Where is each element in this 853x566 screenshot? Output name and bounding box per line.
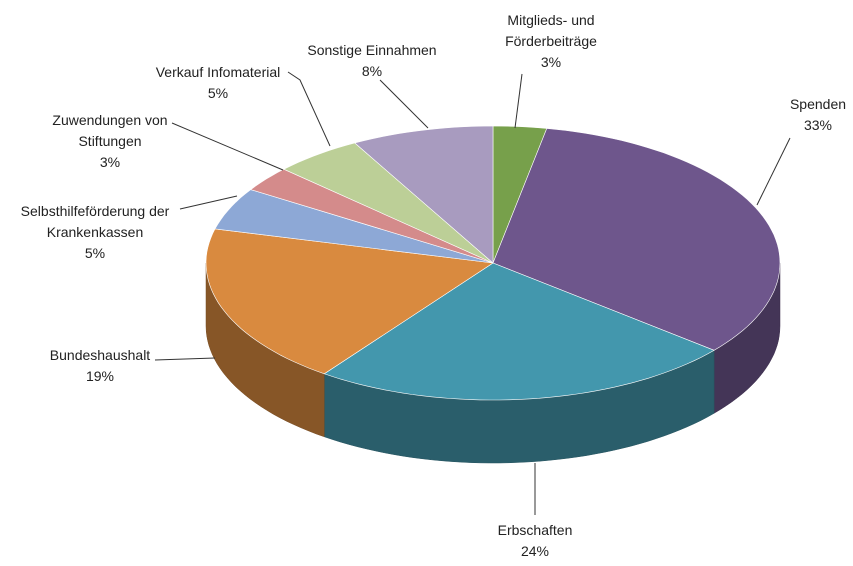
pie-slice [283,142,494,264]
leader-line [514,73,523,129]
category-label: Spenden [789,96,847,112]
leader-line [179,195,238,210]
category-label: Sonstige Einnahmen [307,42,437,58]
category-label: Zuwendungen von Stiftungen [52,112,168,149]
category-label: Verkauf Infomaterial [155,64,281,80]
category-label: Mitglieds- und Förderbeiträge [505,12,597,49]
slice-label: Mitglieds- und Förderbeiträge 3% [481,10,621,73]
value-label: 3% [540,54,562,70]
slice-label: Erbschaften 24% [485,520,585,562]
value-label: 5% [84,245,106,261]
leader-line [154,357,216,361]
value-label: 33% [803,117,833,133]
value-label: 19% [85,368,115,384]
slice-label: Bundeshaushalt 19% [30,345,170,387]
leader-line [287,71,331,147]
category-label: Bundeshaushalt [49,347,151,363]
pie-slice [323,262,715,401]
slice-label: Sonstige Einnahmen 8% [292,40,452,82]
pie-slice [205,228,494,375]
slice-label: Verkauf Infomaterial 5% [138,62,298,104]
pie-slice [354,125,494,264]
leader-line [756,137,791,206]
slice-label: Spenden 33% [778,94,853,136]
value-label: 3% [99,154,121,170]
pie-slice [214,189,494,264]
slice-label: Selbsthilfeförderung der Krankenkassen 5% [5,201,185,264]
value-label: 24% [520,543,550,559]
leader-line [379,79,429,129]
pie-slice [492,128,781,351]
category-label: Erbschaften [497,522,573,538]
pie-slice [250,168,494,264]
slice-label: Zuwendungen von Stiftungen 3% [40,110,180,173]
value-label: 8% [361,63,383,79]
category-label: Selbsthilfeförderung der Krankenkassen [20,203,170,240]
leader-line [171,122,284,171]
value-label: 5% [207,85,229,101]
